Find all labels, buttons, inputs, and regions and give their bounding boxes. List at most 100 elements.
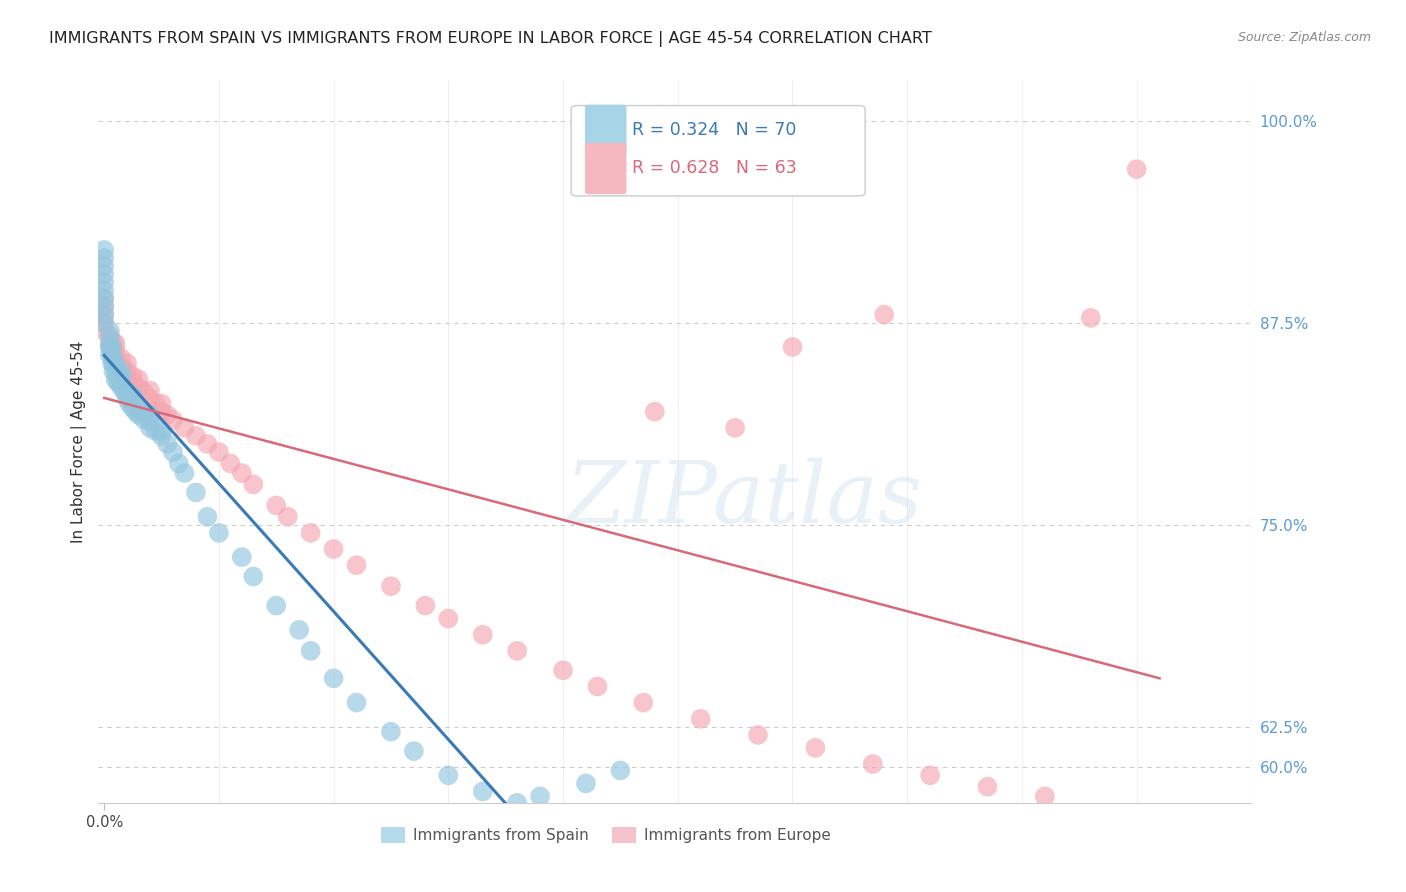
Point — [110, 376, 132, 390]
Point — [93, 267, 115, 281]
Point — [101, 348, 124, 362]
Point — [121, 369, 143, 384]
Point — [920, 768, 942, 782]
Point — [139, 414, 162, 428]
Point — [437, 768, 460, 782]
Point — [208, 525, 231, 540]
Text: IMMIGRANTS FROM SPAIN VS IMMIGRANTS FROM EUROPE IN LABOR FORCE | AGE 45-54 CORRE: IMMIGRANTS FROM SPAIN VS IMMIGRANTS FROM… — [49, 31, 932, 47]
Point — [128, 408, 150, 422]
Point — [586, 680, 609, 694]
Point — [380, 579, 402, 593]
Point — [804, 740, 827, 755]
Point — [402, 744, 425, 758]
Point — [264, 599, 287, 613]
Point — [128, 380, 150, 394]
Point — [98, 332, 121, 346]
Point — [139, 421, 162, 435]
Point — [197, 437, 219, 451]
Point — [551, 663, 574, 677]
Point — [93, 300, 115, 314]
Point — [93, 308, 115, 322]
Point — [380, 724, 402, 739]
Point — [437, 611, 460, 625]
Point — [110, 359, 132, 374]
Point — [197, 509, 219, 524]
Point — [242, 477, 264, 491]
Point — [93, 284, 115, 298]
Point — [782, 340, 804, 354]
FancyBboxPatch shape — [571, 105, 865, 196]
Point — [98, 340, 121, 354]
Point — [506, 644, 529, 658]
Point — [231, 550, 253, 565]
FancyBboxPatch shape — [585, 143, 627, 194]
Point — [976, 780, 998, 794]
Text: R = 0.628   N = 63: R = 0.628 N = 63 — [633, 159, 797, 178]
Point — [322, 542, 344, 557]
Point — [115, 392, 138, 406]
Point — [110, 369, 132, 384]
Point — [150, 404, 173, 418]
Point — [1033, 789, 1056, 804]
Point — [107, 369, 129, 384]
Point — [162, 445, 184, 459]
Point — [150, 424, 173, 438]
Point — [98, 336, 121, 351]
Point — [134, 404, 156, 418]
Point — [93, 292, 115, 306]
Point — [139, 408, 162, 422]
Point — [114, 364, 136, 378]
Point — [139, 384, 162, 398]
Point — [471, 628, 494, 642]
Point — [529, 789, 551, 804]
Point — [173, 421, 195, 435]
Point — [121, 388, 143, 402]
Point — [208, 445, 231, 459]
Point — [103, 356, 125, 370]
Point — [93, 316, 115, 330]
Point — [93, 308, 115, 322]
Point — [1125, 162, 1147, 177]
Point — [346, 558, 368, 573]
Point — [114, 385, 136, 400]
Point — [128, 401, 150, 416]
Point — [156, 408, 179, 422]
Point — [219, 456, 242, 470]
Point — [167, 456, 190, 470]
Point — [98, 324, 121, 338]
Point — [242, 569, 264, 583]
Point — [264, 499, 287, 513]
Point — [506, 796, 529, 810]
Point — [162, 413, 184, 427]
Point — [873, 308, 896, 322]
Text: R = 0.324   N = 70: R = 0.324 N = 70 — [633, 121, 797, 139]
Point — [415, 599, 437, 613]
Point — [104, 352, 127, 367]
Point — [747, 728, 769, 742]
Point — [471, 784, 494, 798]
Point — [104, 364, 127, 378]
Point — [322, 671, 344, 685]
Point — [93, 324, 115, 338]
Point — [277, 509, 299, 524]
Point — [121, 376, 143, 390]
Point — [299, 644, 322, 658]
Point — [110, 364, 132, 378]
Point — [145, 396, 167, 410]
Point — [121, 395, 143, 409]
Point — [93, 259, 115, 273]
Point — [134, 413, 156, 427]
Point — [139, 392, 162, 406]
Point — [93, 300, 115, 314]
Point — [93, 243, 115, 257]
Point — [231, 466, 253, 480]
Point — [110, 380, 132, 394]
Point — [104, 344, 127, 359]
Point — [104, 356, 127, 370]
Point — [101, 343, 124, 358]
Point — [156, 437, 179, 451]
Y-axis label: In Labor Force | Age 45-54: In Labor Force | Age 45-54 — [72, 341, 87, 542]
Point — [173, 466, 195, 480]
Point — [98, 348, 121, 362]
Point — [288, 623, 311, 637]
